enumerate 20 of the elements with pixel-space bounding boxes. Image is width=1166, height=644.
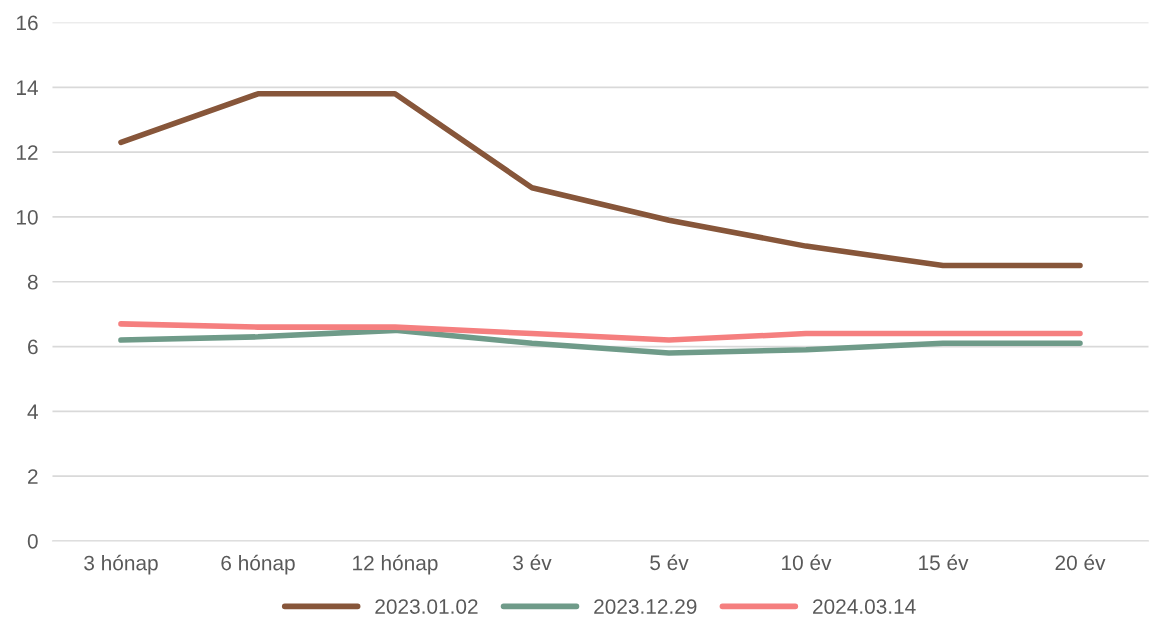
- legend-label: 2023.01.02: [375, 599, 478, 614]
- x-tick-label: 3 év: [513, 554, 552, 571]
- y-tick-label: 0: [27, 533, 38, 549]
- x-tick-label: 12 hónap: [353, 554, 438, 575]
- x-tick-label: 6 hónap: [221, 554, 295, 575]
- y-tick-label: 12: [17, 145, 38, 160]
- x-tick-label: 15 év: [919, 554, 969, 571]
- y-tick-label: 2: [28, 469, 38, 484]
- y-tick-label: 6: [28, 339, 38, 355]
- x-tick-label: 5 év: [650, 554, 689, 571]
- x-tick-label: 20 év: [1055, 554, 1106, 571]
- y-tick-label: 16: [17, 15, 38, 31]
- y-tick-label: 10: [17, 209, 38, 225]
- legend-label: 2023.12.29: [594, 599, 697, 614]
- y-tick-label: 8: [27, 274, 38, 290]
- y-tick-label: 14: [17, 80, 38, 95]
- y-tick-label: 4: [27, 404, 38, 419]
- legend-label: 2024.03.14: [813, 599, 916, 614]
- x-tick-label: 3 hónap: [84, 554, 158, 575]
- x-tick-label: 10 év: [782, 554, 832, 571]
